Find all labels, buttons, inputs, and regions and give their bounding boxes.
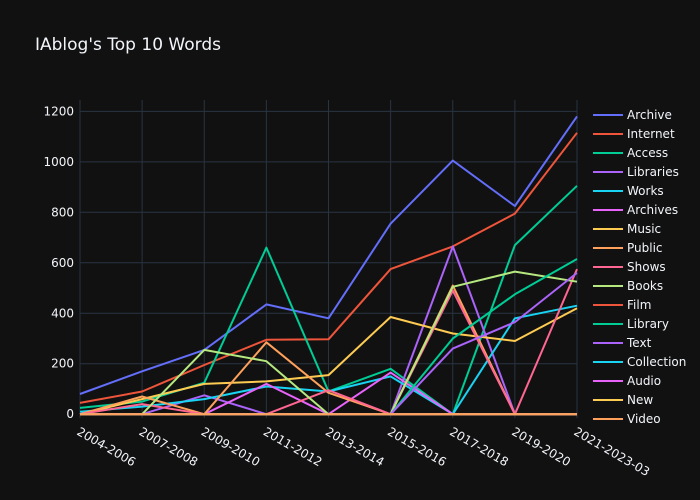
x-tick-label: 2015-2016	[385, 424, 449, 469]
y-tick-label: 600	[51, 256, 74, 270]
legend-item[interactable]: Collection	[593, 355, 686, 369]
legend-item[interactable]: Books	[593, 279, 663, 293]
x-tick-label: 2021-2023-03	[572, 424, 653, 479]
y-tick-label: 1000	[43, 155, 74, 169]
legend-item[interactable]: Libraries	[593, 165, 679, 179]
legend-item[interactable]: Film	[593, 298, 651, 312]
legend-label: Access	[627, 146, 668, 160]
x-tick-label: 2013-2014	[323, 424, 387, 469]
x-tick-label: 2019-2020	[509, 424, 573, 469]
x-tick-label: 2004-2006	[75, 424, 139, 469]
y-tick-label: 1200	[43, 104, 74, 118]
legend-label: Library	[627, 317, 669, 331]
legend-label: Books	[627, 279, 663, 293]
legend-label: Works	[627, 184, 664, 198]
legend-label: Archive	[627, 108, 672, 122]
series-line	[79, 304, 578, 416]
x-tick-label: 2009-2010	[199, 424, 263, 469]
legend-item[interactable]: Works	[593, 184, 664, 198]
legend-item[interactable]: Library	[593, 317, 669, 331]
x-tick-label: 2011-2012	[261, 424, 325, 469]
legend-item[interactable]: Internet	[593, 127, 675, 141]
x-tick-label: 2007-2008	[137, 424, 201, 469]
legend-item[interactable]: Shows	[593, 260, 666, 274]
legend-label: Shows	[627, 260, 666, 274]
legend-label: Film	[627, 298, 651, 312]
legend-label: Public	[627, 241, 663, 255]
y-tick-label: 200	[51, 357, 74, 371]
series-line	[79, 115, 578, 395]
y-tick-label: 800	[51, 205, 74, 219]
y-tick-label: 0	[66, 407, 74, 421]
legend-item[interactable]: New	[593, 393, 653, 407]
legend-label: Text	[626, 336, 652, 350]
legend-item[interactable]: Archives	[593, 203, 678, 217]
series-line	[79, 268, 578, 416]
legend-item[interactable]: Public	[593, 241, 663, 255]
legend: Archive Internet Access Libraries Works Archi…	[593, 108, 686, 426]
legend-label: Music	[627, 222, 661, 236]
legend-item[interactable]: Music	[593, 222, 661, 236]
y-axis-ticks: 0 200 400 600 800 1000 1200	[43, 104, 74, 421]
legend-item[interactable]: Access	[593, 146, 668, 160]
legend-label: Audio	[627, 374, 661, 388]
legend-label: Internet	[627, 127, 675, 141]
chart-title: IAblog's Top 10 Words	[35, 35, 221, 55]
legend-label: Archives	[627, 203, 678, 217]
grid	[79, 100, 578, 418]
y-tick-label: 400	[51, 306, 74, 320]
legend-items: Archive Internet Access Libraries Works Archi…	[593, 108, 686, 426]
x-axis-ticks: 2004-20062007-20082009-20102011-20122013…	[75, 424, 653, 479]
x-tick-label: 2017-2018	[447, 424, 511, 469]
legend-item[interactable]: Archive	[593, 108, 672, 122]
series-lines	[79, 115, 578, 416]
legend-item[interactable]: Audio	[593, 374, 661, 388]
series-line	[79, 132, 578, 404]
legend-item[interactable]: Video	[593, 412, 661, 426]
legend-label: New	[627, 393, 653, 407]
legend-label: Libraries	[627, 165, 679, 179]
legend-item[interactable]: Text	[593, 336, 652, 350]
legend-label: Video	[627, 412, 661, 426]
legend-label: Collection	[627, 355, 686, 369]
